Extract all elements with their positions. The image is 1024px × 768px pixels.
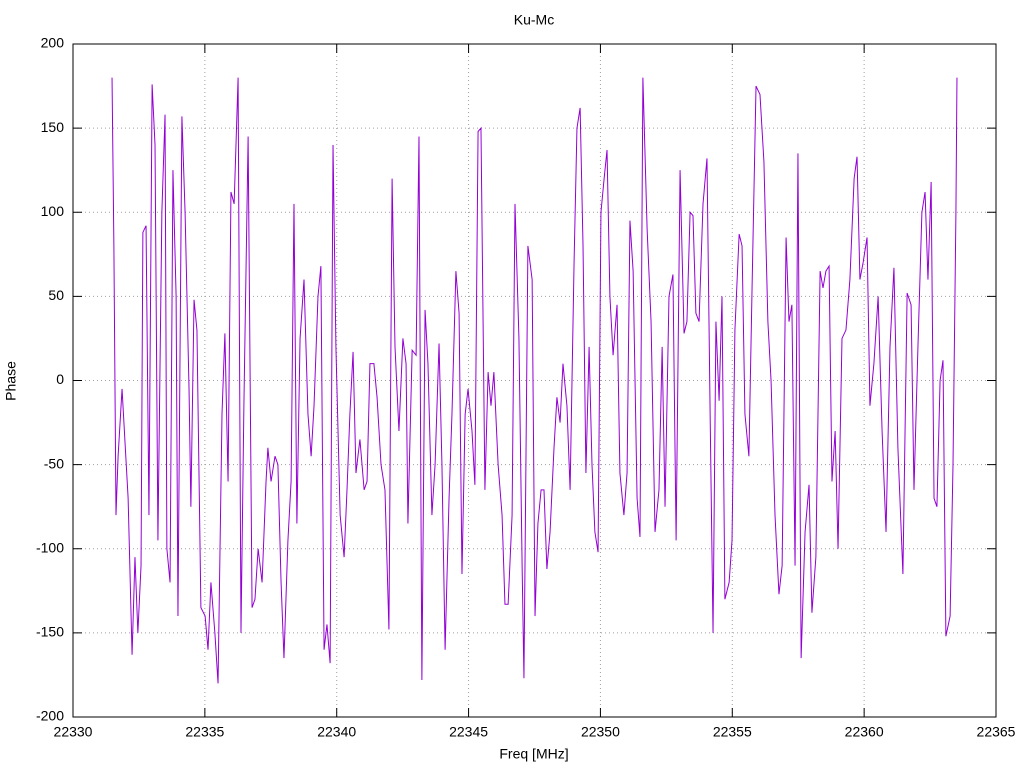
- chart-title: Ku-Mc: [514, 12, 554, 28]
- x-axis-label: Freq [MHz]: [499, 746, 568, 762]
- y-tick-label: -150: [36, 624, 64, 640]
- y-tick-label: 200: [41, 35, 65, 51]
- y-tick-label: 50: [48, 287, 64, 303]
- x-tick-label: 22355: [713, 724, 752, 740]
- x-tick-label: 22340: [317, 724, 356, 740]
- y-tick-label: 150: [41, 119, 65, 135]
- y-tick-label: -50: [44, 455, 64, 471]
- x-tick-label: 22335: [185, 724, 224, 740]
- x-tick-label: 22365: [977, 724, 1016, 740]
- data-line: [111, 77, 958, 684]
- x-tick-label: 22360: [845, 724, 884, 740]
- x-tick-label: 22345: [449, 724, 488, 740]
- x-tick-label: 22350: [581, 724, 620, 740]
- plot-frame: [72, 43, 997, 718]
- y-tick-label: 100: [41, 203, 65, 219]
- y-tick-label: -100: [36, 539, 64, 555]
- y-axis-label: Phase: [3, 361, 19, 401]
- y-tick-label: -200: [36, 708, 64, 724]
- y-tick-label: 0: [56, 371, 64, 387]
- x-tick-label: 22330: [54, 724, 93, 740]
